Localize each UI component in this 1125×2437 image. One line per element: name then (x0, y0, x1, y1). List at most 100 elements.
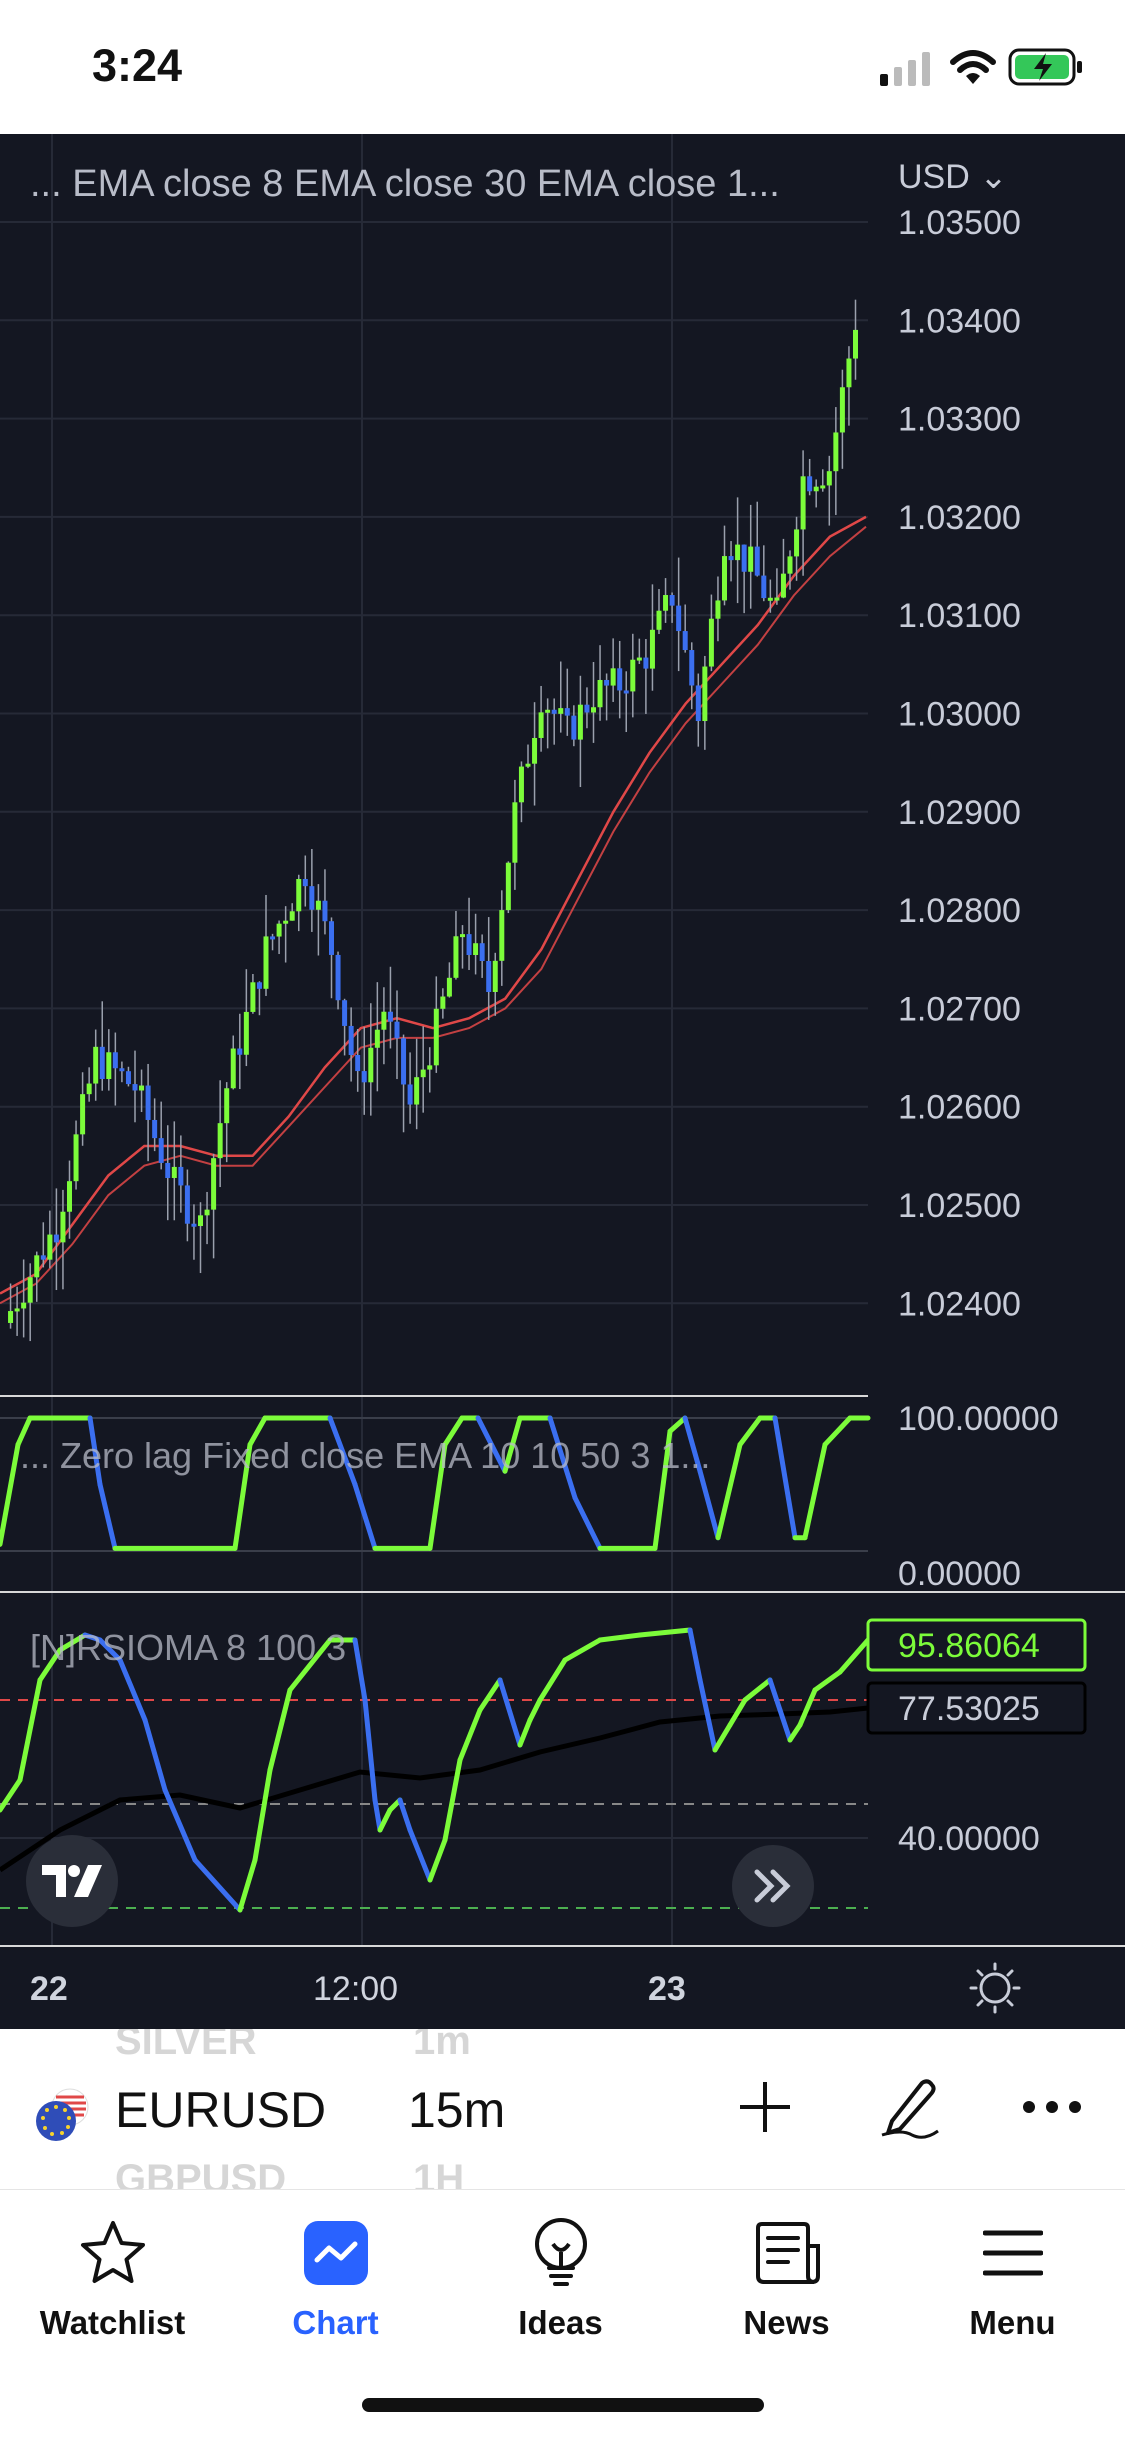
interval-selector[interactable]: 15m (408, 2082, 506, 2138)
osc2-segment (37, 1647, 63, 1683)
candle-body (270, 936, 276, 940)
battery-charging-icon (1008, 48, 1082, 86)
candle-body (145, 1085, 151, 1120)
tab-menu[interactable]: Menu (900, 2208, 1125, 2358)
candle-body (217, 1123, 223, 1159)
osc2-segment (352, 1637, 368, 1703)
candle-body (473, 943, 479, 956)
candle-body (119, 1068, 125, 1072)
candle-body (112, 1052, 118, 1069)
candle-body (623, 690, 629, 694)
add-button[interactable] (725, 2067, 805, 2147)
chart-settings-icon[interactable] (969, 1962, 1021, 2014)
osc1-segment (772, 1415, 798, 1541)
osc2-legend: [N]RSIOMA 8 100 3 (30, 1627, 346, 1668)
chart-area[interactable]: ... EMA close 8 EMA close 30 EMA close 1… (0, 134, 1125, 2029)
candle-body (302, 879, 308, 887)
tradingview-logo-button[interactable] (26, 1835, 118, 1927)
candle-body (800, 476, 806, 530)
candle-body (21, 1302, 27, 1309)
osc2-segment (442, 1757, 463, 1843)
candle-body (34, 1255, 40, 1278)
osc1-segment (682, 1415, 703, 1474)
osc1-segment (97, 1482, 118, 1551)
candle-body (433, 1008, 439, 1066)
candle-body (486, 961, 492, 992)
drawing-tools-button[interactable] (870, 2067, 950, 2147)
candle-body (663, 595, 669, 611)
candle-body (86, 1083, 92, 1095)
status-bar: 3:24 (0, 0, 1125, 134)
candle-body (368, 1047, 374, 1083)
candle-body (191, 1223, 197, 1227)
candle-body (374, 1029, 380, 1048)
candle-body (518, 766, 524, 803)
candle-body (440, 996, 446, 1009)
candle-body (80, 1094, 86, 1135)
candle-body (60, 1211, 66, 1243)
tab-label: Ideas (518, 2304, 603, 2341)
chart-icon (303, 2221, 368, 2285)
osc2-segment (767, 1677, 783, 1713)
candle-body (551, 709, 557, 714)
candle-body (165, 1162, 171, 1178)
candle-body (53, 1234, 59, 1243)
price-tick: 1.02900 (898, 794, 1021, 832)
osc2-signal-line (0, 1705, 869, 1873)
osc1-segment (232, 1442, 253, 1551)
tab-ideas[interactable]: Ideas (448, 2208, 673, 2358)
plus-icon (740, 2082, 790, 2132)
candle-body (761, 575, 767, 599)
osc1-legend: ... Zero lag Fixed close EMA 10 10 50 3 … (20, 1435, 710, 1476)
candle-body (571, 715, 577, 740)
candle-body (335, 954, 341, 1001)
osc2-segment (192, 1857, 243, 1913)
candle-body (250, 982, 256, 1012)
candle-body (204, 1209, 210, 1216)
price-chart[interactable]: ... EMA close 8 EMA close 30 EMA close 1… (0, 134, 1125, 2029)
scroll-to-realtime-button[interactable] (732, 1845, 814, 1927)
candle-body (106, 1052, 112, 1079)
ghost-interval-above: 1m (413, 2029, 471, 2063)
candle-body (708, 618, 714, 667)
osc2-segment (427, 1837, 448, 1883)
candle-body (14, 1308, 20, 1312)
ghost-interval-below: 1H (413, 2157, 465, 2189)
tab-label: News (743, 2304, 830, 2341)
osc1-segment (15, 1415, 33, 1448)
osc1-tick-100: 100.00000 (898, 1400, 1059, 1438)
candle-body (40, 1255, 46, 1260)
osc2-segment (252, 1767, 273, 1863)
price-axis: 1.03500 1.03400 1.03300 1.03200 1.03100 1.030… (898, 204, 1021, 1323)
candle-body (676, 605, 682, 632)
osc1-segment (802, 1442, 828, 1541)
home-indicator (362, 2398, 764, 2412)
osc1-segment (247, 1415, 268, 1448)
tab-watchlist[interactable]: Watchlist (0, 2208, 225, 2358)
main-legend: ... EMA close 8 EMA close 30 EMA close 1… (30, 163, 780, 205)
osc2-segment (97, 1637, 123, 1663)
osc2-black-value-box (866, 1681, 1087, 1735)
candle-body (342, 1000, 348, 1026)
currency-selector[interactable]: USD ⌄ (898, 158, 1008, 196)
symbol-name[interactable]: EURUSD (115, 2082, 327, 2138)
osc1-segment (737, 1415, 763, 1448)
candle-body (813, 486, 819, 492)
osc2-segment (517, 1717, 533, 1748)
osc1-segment (502, 1415, 523, 1474)
osc2-segment (687, 1627, 703, 1683)
candle-body (67, 1181, 72, 1212)
candle-body (381, 1011, 387, 1030)
candle-body (558, 708, 564, 714)
osc2-segment (477, 1677, 503, 1713)
candle-body (532, 737, 538, 764)
more-options-button[interactable] (1012, 2067, 1092, 2147)
candle-body (505, 862, 511, 911)
candle-body (499, 910, 505, 961)
tab-news[interactable]: News (674, 2208, 899, 2358)
candle-body (735, 544, 741, 561)
tradingview-logo-icon (42, 1865, 102, 1897)
osc2-segment (457, 1707, 483, 1763)
osc2-segment (837, 1637, 871, 1675)
tab-chart[interactable]: Chart (223, 2208, 448, 2358)
